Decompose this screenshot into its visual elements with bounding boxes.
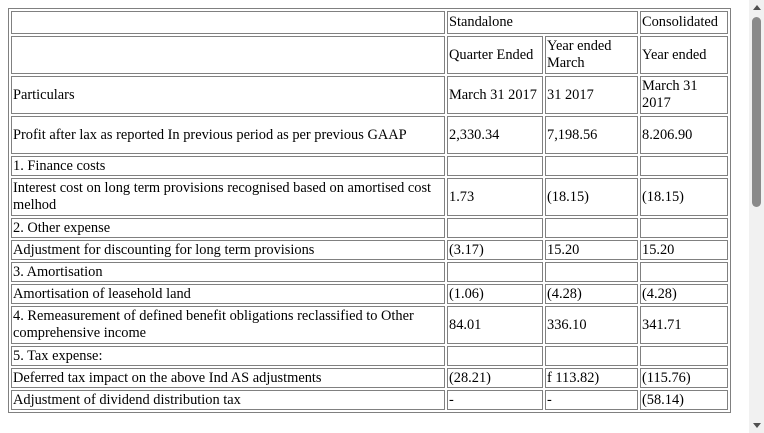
table-row: 4. Remeasurement of defined benefit obli… [11,306,728,344]
row-label: Adjustment for discounting for long term… [11,240,445,260]
year-consolidated-value: 15.20 [640,240,728,260]
period-quarter-header: March 31 2017 [447,76,543,114]
year-standalone-value: (4.28) [545,284,638,304]
row-label: 1. Finance costs [11,156,445,176]
year-consolidated-value: (4.28) [640,284,728,304]
year-standalone-value: 7,198.56 [545,116,638,154]
year-consolidated-value [640,262,728,282]
scroll-up-arrow-icon[interactable] [749,0,764,15]
year-standalone-value: 336.10 [545,306,638,344]
consolidated-header: Consolidated [640,11,728,34]
table-row: Adjustment of dividend distribution tax … [11,390,728,410]
row-label: 3. Amortisation [11,262,445,282]
table-row: 5. Tax expense: [11,346,728,366]
row-label: 2. Other expense [11,218,445,238]
quarter-ended-header: Quarter Ended [447,36,543,74]
year-consolidated-value [640,156,728,176]
row-label: Amortisation of leasehold land [11,284,445,304]
year-consolidated-value: (58.14) [640,390,728,410]
quarter-value: 1.73 [447,178,543,216]
table-header-row: Standalone Consolidated [11,11,728,34]
year-standalone-value: - [545,390,638,410]
quarter-value: 84.01 [447,306,543,344]
quarter-value: - [447,390,543,410]
row-label: 5. Tax expense: [11,346,445,366]
quarter-value [447,218,543,238]
quarter-value: (1.06) [447,284,543,304]
row-label: 4. Remeasurement of defined benefit obli… [11,306,445,344]
quarter-value: 2,330.34 [447,116,543,154]
table-row: 1. Finance costs [11,156,728,176]
scroll-down-arrow-icon[interactable] [749,418,764,433]
year-consolidated-value: (115.76) [640,368,728,388]
table-row: Adjustment for discounting for long term… [11,240,728,260]
year-consolidated-value: 341.71 [640,306,728,344]
scroll-thumb[interactable] [752,17,761,207]
year-consolidated-value: (18.15) [640,178,728,216]
particulars-header: Particulars [11,76,445,114]
vertical-scrollbar[interactable] [749,0,764,433]
quarter-value [447,156,543,176]
table-row: 3. Amortisation [11,262,728,282]
year-consolidated-value [640,346,728,366]
year-standalone-value: 15.20 [545,240,638,260]
table-row: 2. Other expense [11,218,728,238]
period-year-standalone-header: 31 2017 [545,76,638,114]
table-row: Amortisation of leasehold land (1.06) (4… [11,284,728,304]
year-consolidated-value: 8.206.90 [640,116,728,154]
quarter-value [447,262,543,282]
quarter-value: (3.17) [447,240,543,260]
row-label: Adjustment of dividend distribution tax [11,390,445,410]
row-label: Deferred tax impact on the above Ind AS … [11,368,445,388]
quarter-value [447,346,543,366]
table-header-row: Quarter Ended Year ended March Year ende… [11,36,728,74]
table-header-row: Particulars March 31 2017 31 2017 March … [11,76,728,114]
quarter-value: (28.21) [447,368,543,388]
year-ended-standalone-header: Year ended March [545,36,638,74]
year-standalone-value [545,262,638,282]
year-standalone-value: f 113.82) [545,368,638,388]
year-consolidated-value [640,218,728,238]
header-blank-cell [11,36,445,74]
table-row: Deferred tax impact on the above Ind AS … [11,368,728,388]
year-ended-consolidated-header: Year ended [640,36,728,74]
year-standalone-value [545,346,638,366]
standalone-header: Standalone [447,11,638,34]
year-standalone-value: (18.15) [545,178,638,216]
row-label: Interest cost on long term provisions re… [11,178,445,216]
row-label: Profit after lax as reported In previous… [11,116,445,154]
period-year-consolidated-header: March 31 2017 [640,76,728,114]
reconciliation-table: Standalone Consolidated Quarter Ended Ye… [8,8,731,413]
table-row: Profit after lax as reported In previous… [11,116,728,154]
year-standalone-value [545,156,638,176]
header-blank-cell [11,11,445,34]
table-row: Interest cost on long term provisions re… [11,178,728,216]
year-standalone-value [545,218,638,238]
